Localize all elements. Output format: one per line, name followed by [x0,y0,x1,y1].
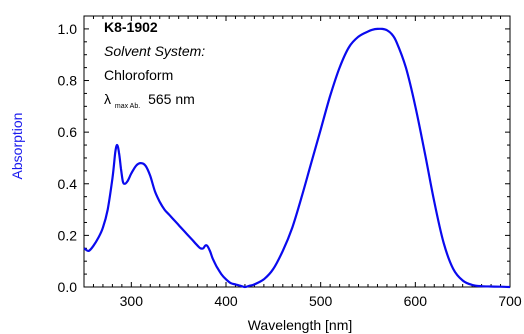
sample-id-label: K8-1902 [104,19,158,35]
lambda-symbol: λ [104,91,111,107]
x-tick-label: 500 [309,293,333,309]
x-tick-label: 400 [214,293,238,309]
y-axis-title: Absorption [9,113,25,180]
y-tick-label: 0.2 [58,227,78,243]
x-tick-label: 300 [120,293,144,309]
annotation-block: K8-1902 Solvent System: Chloroform λ max… [104,19,205,111]
plot-frame [83,15,511,288]
y-tick-label: 0.4 [58,176,78,192]
lambda-max-label: λ max Ab. 565 nm [104,91,195,111]
y-tick-label: 0.6 [58,124,78,140]
lambda-subscript: max Ab. [115,103,140,110]
y-tick-label: 0.0 [58,279,78,295]
lambda-value: 565 nm [148,91,195,107]
axis-ticks [84,15,511,288]
absorption-series-line [83,27,511,289]
solvent-system-label: Solvent System: [104,43,205,59]
y-tick-label: 1.0 [58,21,78,37]
tick-labels: 300 400 500 600 700 0.0 0.2 0.4 0.6 0.8 1.0 [58,21,522,309]
x-tick-label: 600 [404,293,428,309]
plot-border [83,15,511,288]
solvent-name: Chloroform [104,67,173,83]
x-axis-title: Wavelength [nm] [248,317,353,333]
x-tick-label: 700 [498,293,522,309]
y-tick-label: 0.8 [58,73,78,89]
